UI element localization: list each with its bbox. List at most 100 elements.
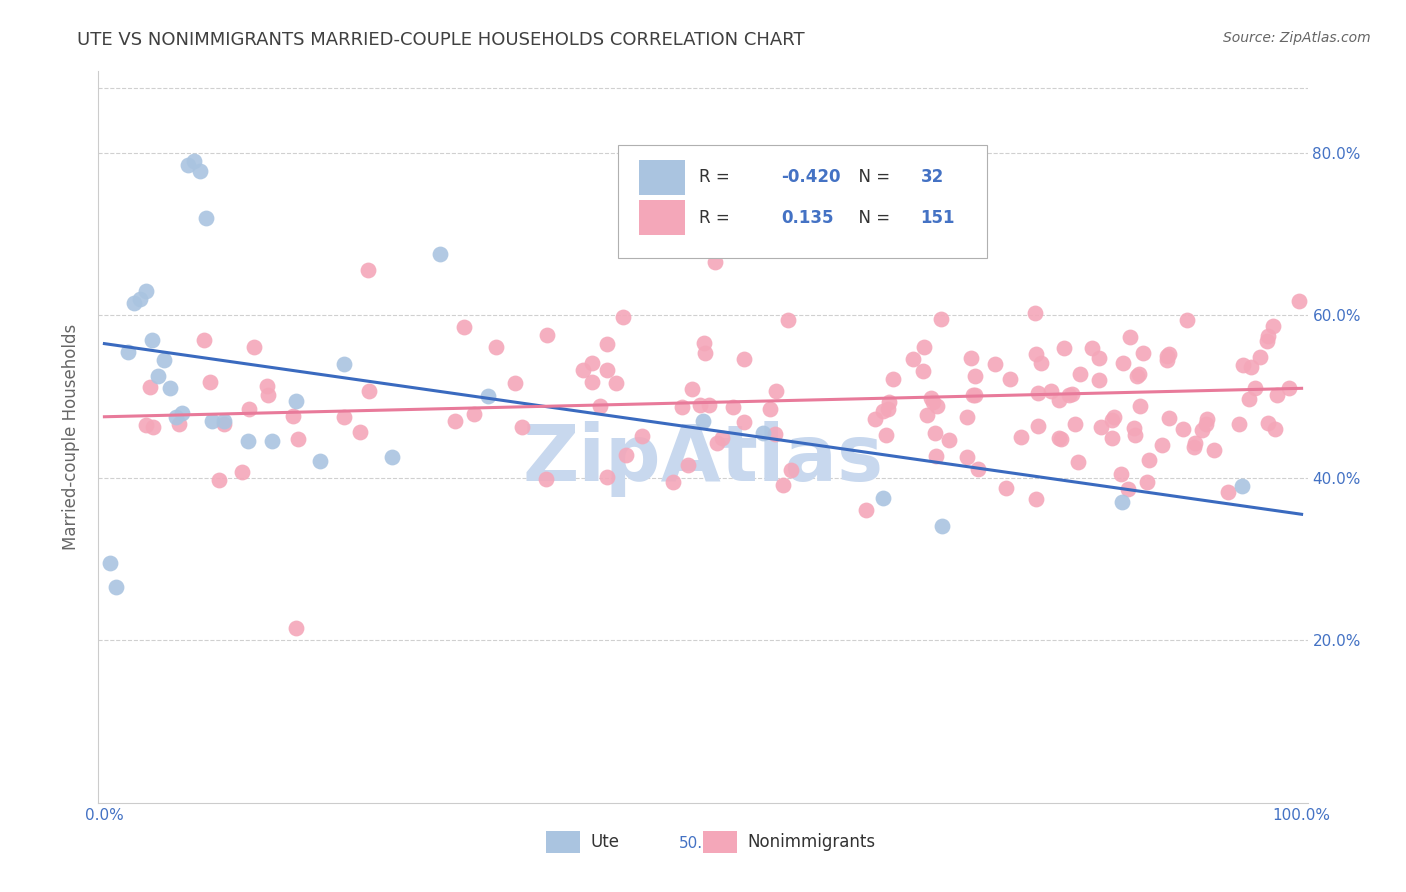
Point	[1101, 413, 1123, 427]
Point	[105, 581, 128, 595]
Point	[998, 372, 1021, 386]
Point	[159, 381, 181, 395]
Point	[924, 426, 946, 441]
Point	[484, 340, 506, 354]
Point	[589, 400, 612, 414]
Point	[1122, 421, 1144, 435]
FancyBboxPatch shape	[638, 160, 685, 195]
Text: Source: ZipAtlas.com: Source: ZipAtlas.com	[1223, 31, 1371, 45]
Point	[721, 401, 744, 415]
Point	[1184, 435, 1206, 450]
Point	[962, 388, 984, 402]
Y-axis label: Married-couple Households: Married-couple Households	[62, 324, 80, 550]
Point	[876, 402, 898, 417]
Point	[596, 469, 619, 483]
Point	[733, 352, 755, 367]
Point	[208, 473, 231, 487]
Point	[1025, 491, 1047, 506]
Point	[1204, 443, 1226, 458]
Point	[1087, 351, 1109, 365]
Point	[711, 432, 734, 446]
Point	[706, 436, 728, 450]
Point	[1239, 392, 1261, 407]
Point	[1026, 385, 1049, 400]
Point	[596, 362, 619, 376]
Point	[1047, 431, 1070, 445]
Point	[1243, 381, 1265, 395]
Point	[1047, 392, 1070, 407]
Point	[780, 462, 803, 476]
Point	[614, 449, 637, 463]
Point	[671, 400, 693, 414]
Point	[142, 420, 165, 434]
Point	[571, 363, 593, 377]
Point	[984, 358, 1007, 372]
Point	[758, 402, 780, 417]
Point	[863, 411, 886, 425]
Point	[1227, 417, 1250, 431]
Text: ZipAtlas: ZipAtlas	[523, 421, 883, 497]
Point	[141, 333, 163, 347]
Point	[697, 398, 720, 412]
Text: -0.420: -0.420	[782, 169, 841, 186]
Point	[281, 409, 304, 423]
Point	[882, 371, 904, 385]
Point	[1060, 387, 1083, 401]
Point	[1039, 384, 1062, 399]
Point	[1116, 482, 1139, 496]
Text: N =: N =	[848, 169, 896, 186]
Point	[956, 450, 979, 465]
Point	[238, 401, 260, 416]
Point	[693, 336, 716, 351]
Point	[581, 356, 603, 370]
Text: R =: R =	[699, 169, 735, 186]
Point	[429, 247, 451, 261]
Point	[242, 340, 264, 354]
FancyBboxPatch shape	[638, 200, 685, 235]
Point	[534, 472, 557, 486]
Point	[1195, 417, 1218, 431]
Point	[381, 450, 404, 465]
Point	[138, 380, 160, 394]
Point	[349, 425, 371, 439]
Point	[1109, 467, 1132, 481]
Point	[1197, 412, 1219, 426]
Point	[1029, 356, 1052, 370]
Point	[1232, 358, 1254, 372]
Point	[256, 388, 278, 402]
Point	[284, 393, 307, 408]
Point	[148, 369, 170, 384]
Point	[1088, 373, 1111, 387]
Point	[752, 425, 775, 440]
Point	[922, 395, 945, 409]
Point	[1025, 347, 1047, 361]
Point	[1049, 433, 1071, 447]
Point	[453, 320, 475, 334]
Text: 32: 32	[921, 169, 943, 186]
Point	[704, 255, 727, 269]
Point	[612, 310, 634, 325]
Point	[1090, 419, 1112, 434]
Point	[1053, 341, 1076, 355]
Point	[967, 462, 990, 476]
Point	[912, 340, 935, 354]
Point	[1101, 431, 1123, 445]
Point	[872, 491, 894, 505]
Point	[135, 417, 157, 432]
Point	[1112, 356, 1135, 370]
FancyBboxPatch shape	[619, 145, 987, 258]
Point	[929, 311, 952, 326]
Point	[165, 409, 187, 424]
Point	[284, 621, 307, 635]
Point	[1080, 341, 1102, 355]
Point	[1249, 350, 1271, 364]
Text: Nonimmigrants: Nonimmigrants	[748, 832, 876, 851]
Point	[963, 368, 986, 383]
Point	[444, 414, 467, 428]
Point	[963, 388, 986, 402]
Point	[100, 556, 122, 570]
Point	[872, 403, 894, 417]
Point	[1264, 422, 1286, 436]
Point	[1064, 417, 1087, 431]
Point	[172, 406, 194, 420]
